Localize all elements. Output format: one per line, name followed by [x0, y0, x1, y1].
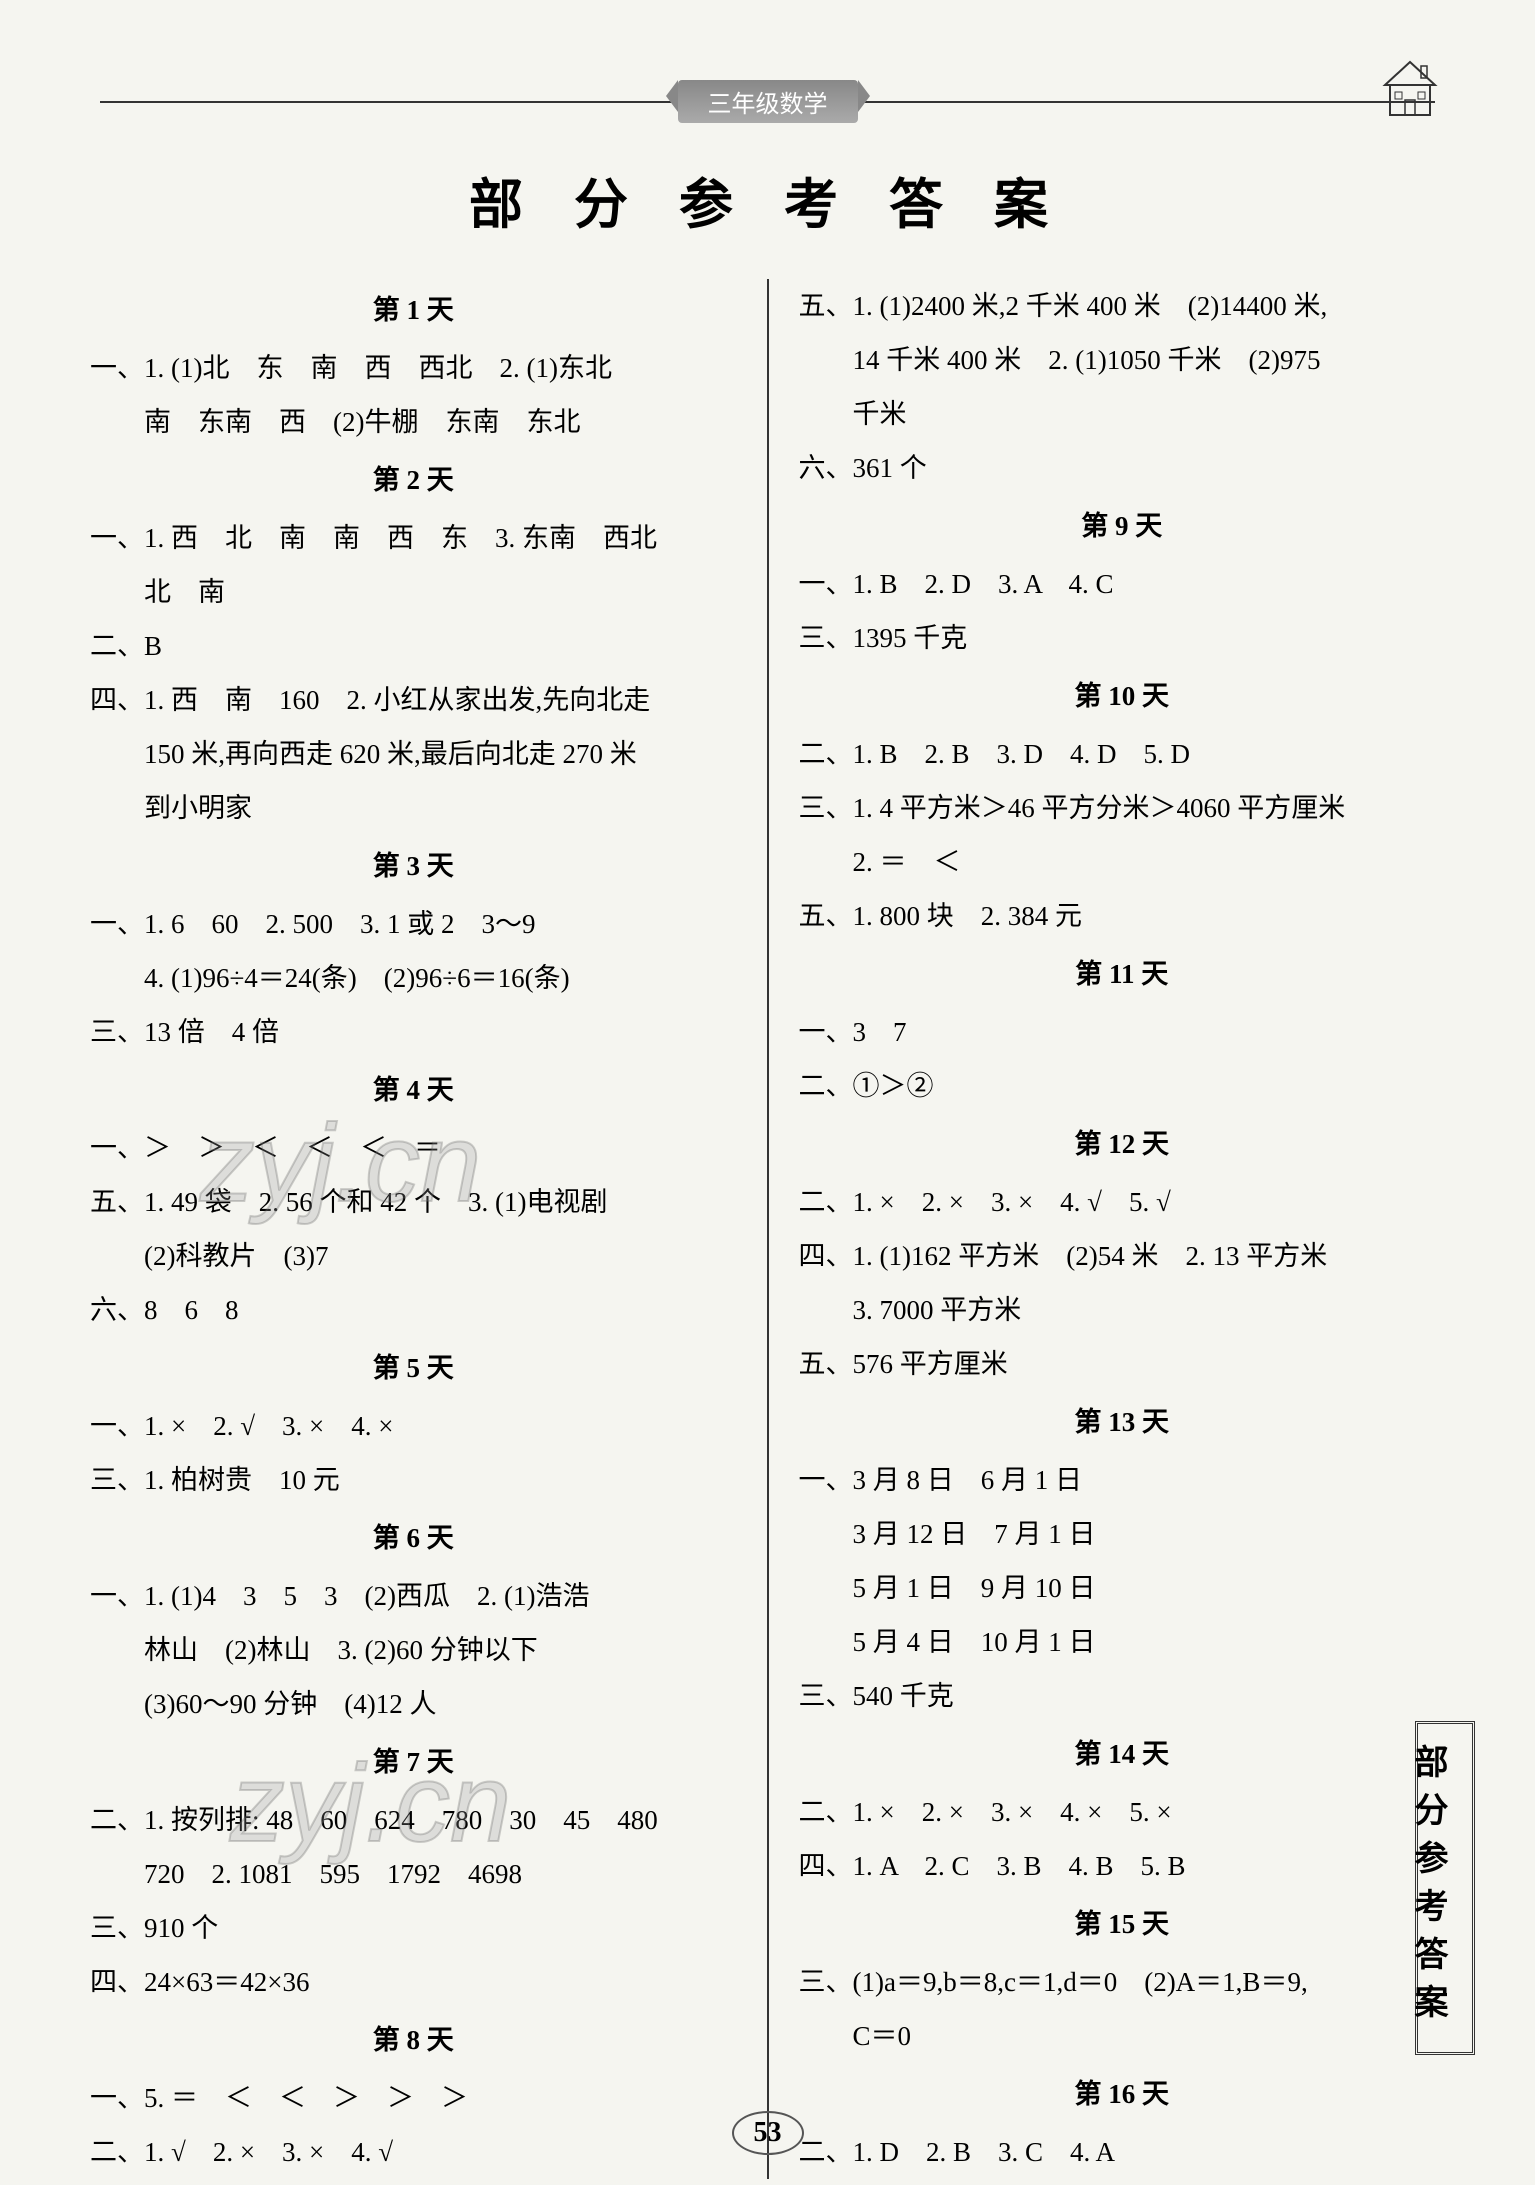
answer-line: 三、(1)a＝9,b＝8,c＝1,d＝0 (2)A＝1,B＝9,	[799, 1955, 1446, 2009]
answer-line: 林山 (2)林山 3. (2)60 分钟以下	[90, 1623, 737, 1677]
day-heading: 第 16 天	[799, 2067, 1446, 2121]
answer-line: 三、540 千克	[799, 1669, 1446, 1723]
column-divider	[767, 279, 769, 2179]
answer-line: 三、910 个	[90, 1901, 737, 1955]
answer-line: 一、5. ＝ ＜ ＜ ＞ ＞ ＞	[90, 2071, 737, 2125]
day-heading: 第 12 天	[799, 1117, 1446, 1171]
answer-line: 千米	[799, 387, 1446, 441]
right-column: 五、1. (1)2400 米,2 千米 400 米 (2)14400 米,14 …	[789, 279, 1456, 2179]
content-area: 第 1 天一、1. (1)北 东 南 西 西北 2. (1)东北南 东南 西 (…	[80, 279, 1455, 2179]
header-line-right	[858, 101, 1436, 103]
answer-line: 五、1. 800 块 2. 384 元	[799, 889, 1446, 943]
answer-line: 六、8 6 8	[90, 1283, 737, 1337]
answer-line: 4. (1)96÷4＝24(条) (2)96÷6＝16(条)	[90, 951, 737, 1005]
answer-line: 720 2. 1081 595 1792 4698	[90, 1847, 737, 1901]
answer-line: 三、1395 千克	[799, 611, 1446, 665]
day-heading: 第 10 天	[799, 669, 1446, 723]
day-heading: 第 4 天	[90, 1063, 737, 1117]
answer-line: 二、1. D 2. B 3. C 4. A	[799, 2125, 1446, 2179]
answer-line: 一、1. × 2. √ 3. × 4. ×	[90, 1399, 737, 1453]
answer-line: 5 月 1 日 9 月 10 日	[799, 1561, 1446, 1615]
answer-line: (3)60～90 分钟 (4)12 人	[90, 1677, 737, 1731]
answer-line: 六、361 个	[799, 441, 1446, 495]
header-line-left	[100, 101, 678, 103]
page-number: 53	[732, 2111, 804, 2155]
day-heading: 第 13 天	[799, 1395, 1446, 1449]
answer-line: 三、13 倍 4 倍	[90, 1005, 737, 1059]
answer-line: 三、1. 柏树贵 10 元	[90, 1453, 737, 1507]
answer-line: 一、1. 6 60 2. 500 3. 1 或 2 3～9	[90, 897, 737, 951]
page-title: 部 分 参 考 答 案	[80, 160, 1455, 239]
answer-line: 一、＞ ＞ ＜ ＜ ＜ ＝	[90, 1121, 737, 1175]
answer-line: 3. 7000 平方米	[799, 1283, 1446, 1337]
day-heading: 第 14 天	[799, 1727, 1446, 1781]
day-heading: 第 15 天	[799, 1897, 1446, 1951]
house-icon	[1375, 50, 1445, 120]
answer-line: 五、1. (1)2400 米,2 千米 400 米 (2)14400 米,	[799, 279, 1446, 333]
page-number-value: 53	[732, 2111, 804, 2155]
answer-line: 北 南	[90, 565, 737, 619]
answer-line: 二、1. B 2. B 3. D 4. D 5. D	[799, 727, 1446, 781]
answer-line: (2)科教片 (3)7	[90, 1229, 737, 1283]
answer-line: C＝0	[799, 2009, 1446, 2063]
answer-line: 四、1. (1)162 平方米 (2)54 米 2. 13 平方米	[799, 1229, 1446, 1283]
grade-badge: 三年级数学	[678, 80, 858, 123]
answer-line: 四、1. A 2. C 3. B 4. B 5. B	[799, 1839, 1446, 1893]
answer-line: 四、1. 西 南 160 2. 小红从家出发,先向北走	[90, 673, 737, 727]
answer-line: 一、3 月 8 日 6 月 1 日	[799, 1453, 1446, 1507]
left-column: 第 1 天一、1. (1)北 东 南 西 西北 2. (1)东北南 东南 西 (…	[80, 279, 747, 2179]
answer-line: 2. ＝ ＜	[799, 835, 1446, 889]
answer-line: 150 米,再向西走 620 米,最后向北走 270 米	[90, 727, 737, 781]
answer-line: 五、1. 49 袋 2. 56 个和 42 个 3. (1)电视剧	[90, 1175, 737, 1229]
day-heading: 第 8 天	[90, 2013, 737, 2067]
answer-line: 二、1. × 2. × 3. × 4. √ 5. √	[799, 1175, 1446, 1229]
day-heading: 第 9 天	[799, 499, 1446, 553]
answer-line: 二、B	[90, 619, 737, 673]
day-heading: 第 6 天	[90, 1511, 737, 1565]
day-heading: 第 1 天	[90, 283, 737, 337]
answer-line: 14 千米 400 米 2. (1)1050 千米 (2)975	[799, 333, 1446, 387]
answer-line: 一、1. 西 北 南 南 西 东 3. 东南 西北	[90, 511, 737, 565]
answer-line: 二、1. × 2. × 3. × 4. × 5. ×	[799, 1785, 1446, 1839]
answer-line: 四、24×63＝42×36	[90, 1955, 737, 2009]
answer-line: 五、576 平方厘米	[799, 1337, 1446, 1391]
answer-line: 一、1. (1)4 3 5 3 (2)西瓜 2. (1)浩浩	[90, 1569, 737, 1623]
answer-line: 5 月 4 日 10 月 1 日	[799, 1615, 1446, 1669]
day-heading: 第 3 天	[90, 839, 737, 893]
answer-line: 3 月 12 日 7 月 1 日	[799, 1507, 1446, 1561]
answer-line: 二、1. 按列排: 48 60 624 780 30 45 480	[90, 1793, 737, 1847]
answer-line: 二、①＞②	[799, 1059, 1446, 1113]
day-heading: 第 2 天	[90, 453, 737, 507]
answer-line: 三、1. 4 平方米＞46 平方分米＞4060 平方厘米	[799, 781, 1446, 835]
answer-line: 南 东南 西 (2)牛棚 东南 东北	[90, 395, 737, 449]
answer-line: 一、1. (1)北 东 南 西 西北 2. (1)东北	[90, 341, 737, 395]
answer-line: 二、1. √ 2. × 3. × 4. √	[90, 2125, 737, 2179]
header-banner: 三年级数学	[100, 80, 1435, 123]
day-heading: 第 7 天	[90, 1735, 737, 1789]
answer-line: 到小明家	[90, 781, 737, 835]
side-tab: 部分参考答案	[1415, 1721, 1475, 2055]
answer-line: 一、1. B 2. D 3. A 4. C	[799, 557, 1446, 611]
day-heading: 第 11 天	[799, 947, 1446, 1001]
answer-line: 一、3 7	[799, 1005, 1446, 1059]
day-heading: 第 5 天	[90, 1341, 737, 1395]
